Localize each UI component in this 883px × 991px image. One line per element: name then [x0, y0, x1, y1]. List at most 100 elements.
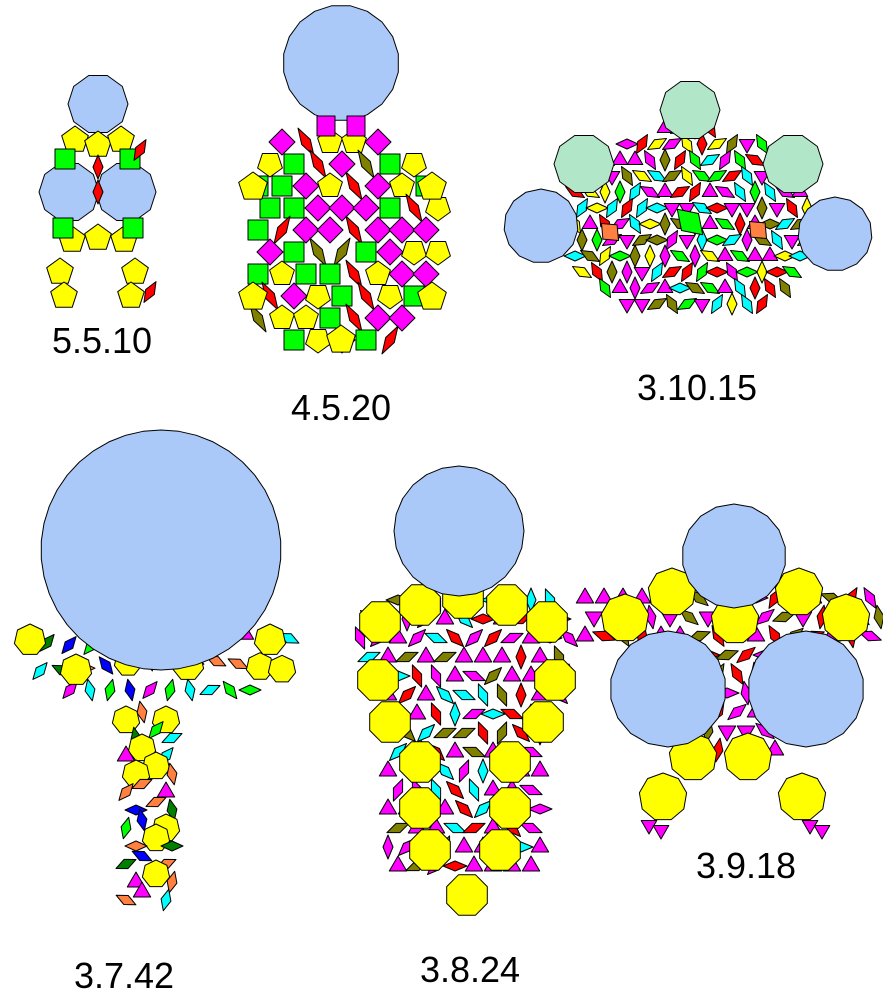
- rhombus: [115, 894, 137, 906]
- nonagon: [600, 593, 650, 642]
- pentagon: [269, 304, 295, 329]
- rhombus: [166, 798, 178, 822]
- rhombus: [120, 816, 132, 840]
- tiling-label: 3.9.18: [696, 845, 796, 886]
- rhombus: [670, 186, 690, 198]
- triangle: [652, 825, 670, 840]
- rhombus: [227, 658, 249, 670]
- pentagon: [117, 281, 145, 308]
- tiling-4-5-20: [238, 5, 451, 355]
- pentagon: [269, 260, 295, 285]
- rhombus: [715, 218, 735, 230]
- rhombus: [357, 149, 375, 179]
- rhombus: [741, 228, 753, 252]
- rhombus: [659, 212, 671, 236]
- rhombus: [647, 138, 667, 150]
- triangle: [581, 214, 599, 229]
- rhombus: [145, 796, 167, 808]
- triangle: [746, 246, 764, 261]
- pentagon: [326, 324, 356, 353]
- rhombus: [164, 678, 176, 702]
- pentagon: [238, 171, 268, 200]
- rhombus: [133, 139, 147, 161]
- square: [54, 148, 76, 170]
- square: [379, 197, 401, 219]
- rhombus: [222, 680, 238, 700]
- triangle: [454, 836, 474, 853]
- triangle: [678, 235, 696, 250]
- rhombus: [527, 803, 553, 815]
- tiling-label: 3.10.15: [637, 367, 757, 408]
- rhombus: [614, 180, 626, 204]
- octagon: [357, 659, 399, 701]
- rhombus: [775, 218, 795, 230]
- square: [412, 216, 440, 244]
- square: [346, 115, 366, 137]
- triangle: [633, 267, 651, 282]
- rhombus: [143, 281, 157, 303]
- rhombus: [666, 230, 678, 250]
- pentagon: [389, 172, 415, 197]
- triangle: [753, 171, 771, 186]
- triangle: [464, 855, 484, 872]
- square: [247, 263, 269, 285]
- triangle: [723, 203, 741, 218]
- triangle: [738, 139, 756, 154]
- rhombus: [500, 632, 524, 644]
- rhombus: [572, 266, 592, 278]
- rhombus: [496, 721, 508, 745]
- octagon: [489, 787, 531, 829]
- octagon: [446, 874, 488, 916]
- rhombus: [700, 154, 720, 166]
- rhombus: [261, 281, 279, 311]
- square: [376, 238, 404, 266]
- tiling-5-5-10: [38, 75, 157, 308]
- rhombus: [662, 170, 682, 182]
- rhombus: [615, 138, 639, 150]
- pentagon: [425, 241, 451, 266]
- rhombus: [873, 604, 883, 630]
- rhombus: [668, 282, 692, 294]
- triangle: [717, 725, 737, 742]
- rhombus: [705, 202, 729, 214]
- rhombus: [405, 193, 423, 223]
- rhombus: [719, 150, 731, 170]
- nonagon: [777, 772, 827, 821]
- rhombus: [136, 808, 148, 832]
- rhombus: [681, 166, 693, 186]
- triangle: [116, 745, 136, 762]
- rhombus: [433, 651, 457, 663]
- square: [379, 153, 401, 175]
- square: [256, 238, 284, 266]
- rhombus: [670, 250, 690, 262]
- square: [304, 194, 332, 222]
- pentagon: [365, 260, 391, 285]
- tiling-label: 3.7.42: [74, 955, 174, 991]
- octagon: [534, 659, 576, 701]
- octagon: [399, 741, 441, 783]
- pentagon: [401, 153, 427, 178]
- triangle: [656, 182, 674, 197]
- decagon: [553, 135, 615, 193]
- rhombus: [756, 134, 768, 154]
- octagon: [369, 701, 411, 743]
- rhombus: [644, 244, 656, 268]
- rhombus: [711, 294, 723, 314]
- rhombus: [309, 149, 327, 179]
- pentagon: [305, 329, 331, 354]
- big-polygon-42: [40, 429, 282, 671]
- square: [352, 194, 380, 222]
- square: [292, 172, 320, 200]
- rhombus: [645, 604, 657, 630]
- square: [280, 282, 308, 310]
- octagon: [526, 601, 568, 643]
- rhombus: [647, 170, 667, 182]
- rhombus: [408, 629, 426, 647]
- rhombus: [345, 171, 363, 201]
- rhombus: [297, 127, 315, 157]
- pentagon: [317, 172, 343, 197]
- rhombus: [651, 262, 663, 282]
- rhombus: [395, 651, 419, 663]
- heptagon: [253, 623, 287, 655]
